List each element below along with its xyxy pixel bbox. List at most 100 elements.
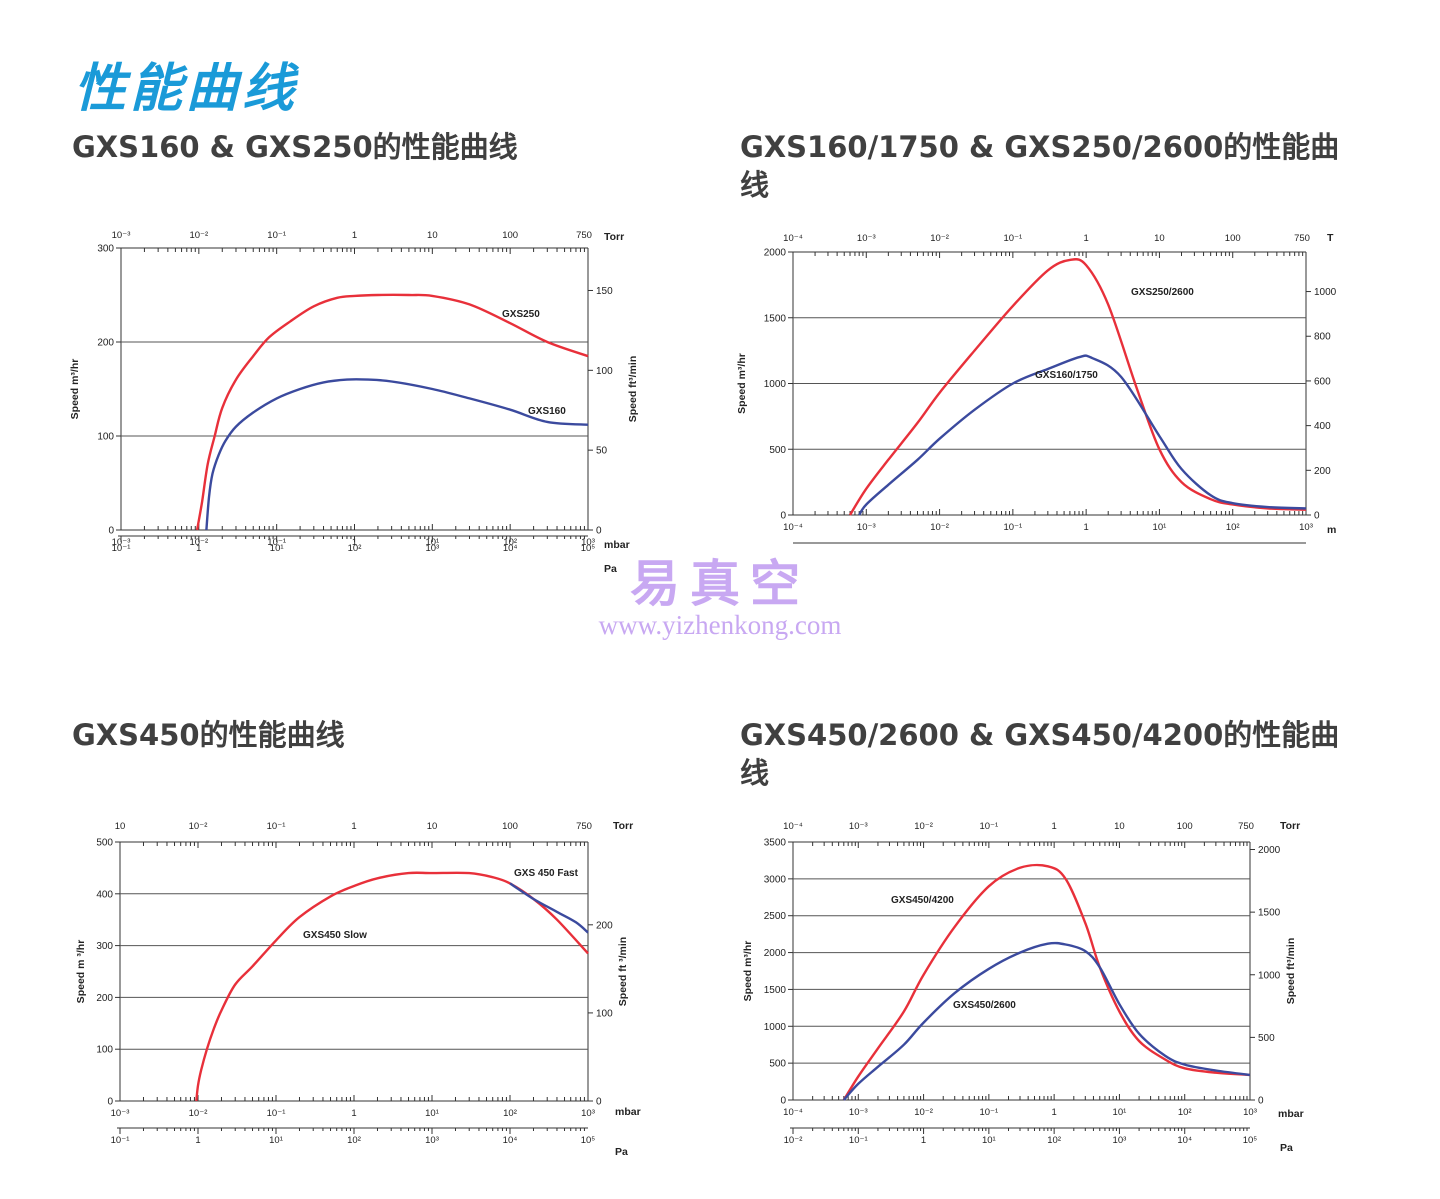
series-line-gxs160 bbox=[205, 378, 589, 531]
torr-tick-label: 100 bbox=[502, 821, 518, 832]
y-tick-label: 200 bbox=[97, 338, 114, 349]
y2-tick-label: 50 bbox=[596, 446, 608, 457]
watermark-url: www.yizhenkong.com bbox=[598, 610, 842, 640]
torr-axis-label: Torr bbox=[604, 231, 624, 243]
section-title-2: GXS160/1750 & GXS250/2600的性能曲线 bbox=[740, 130, 1340, 202]
x-tick-label: 10⁻³ bbox=[849, 1107, 868, 1118]
x-tick-label: 10² bbox=[1226, 522, 1240, 533]
y2-tick-label: 1000 bbox=[1314, 287, 1337, 298]
series-label: GXS 450 Fast bbox=[514, 868, 579, 879]
y2-axis-label: Speed ft³/min bbox=[1285, 938, 1297, 1005]
torr-tick-label: 750 bbox=[1294, 233, 1310, 244]
torr-tick-label: 10⁻¹ bbox=[267, 230, 286, 241]
torr-tick-label: 10⁻² bbox=[930, 233, 949, 244]
torr-tick-label: 10 bbox=[115, 821, 126, 832]
torr-tick-label: 10⁻¹ bbox=[979, 821, 998, 832]
x-tick-label: 10⁻² bbox=[189, 1108, 208, 1119]
pa-tick-label: 10⁻² bbox=[784, 1135, 803, 1146]
series-label: GXS250/2600 bbox=[1131, 287, 1194, 298]
torr-axis-label: T bbox=[1327, 232, 1334, 244]
y-tick-label: 300 bbox=[96, 941, 113, 952]
series-label: GXS450 Slow bbox=[303, 930, 367, 941]
torr-tick-label: 10 bbox=[1154, 233, 1165, 244]
x-tick-label: 10⁻¹ bbox=[1003, 522, 1022, 533]
x-tick-label: 10¹ bbox=[1153, 522, 1167, 533]
x-tick-label: 1 bbox=[351, 1108, 356, 1119]
section-title-1: GXS160 & GXS250的性能曲线 bbox=[72, 130, 518, 164]
pa-tick-label: 10¹ bbox=[269, 1135, 283, 1146]
y2-tick-label: 1500 bbox=[1258, 908, 1281, 919]
x-tick-label: 1 bbox=[1051, 1107, 1056, 1118]
series-label: GXS450/2600 bbox=[953, 1000, 1016, 1011]
x-axis-label: m bbox=[1327, 524, 1336, 536]
pa-tick-label: 10⁴ bbox=[503, 543, 518, 554]
torr-tick-label: 10⁻⁴ bbox=[783, 821, 803, 832]
y-tick-label: 100 bbox=[96, 1045, 113, 1056]
torr-tick-label: 750 bbox=[576, 821, 592, 832]
torr-tick-label: 100 bbox=[502, 230, 518, 241]
torr-tick-label: 10⁻² bbox=[189, 821, 208, 832]
y-tick-label: 1000 bbox=[764, 1022, 787, 1033]
x-tick-label: 10¹ bbox=[1113, 1107, 1127, 1118]
series-line-gxs250-2600 bbox=[848, 258, 1307, 516]
pa-tick-label: 1 bbox=[196, 543, 201, 554]
pa-tick-label: 10⁵ bbox=[581, 543, 596, 554]
series-label: GXS160 bbox=[528, 406, 566, 417]
torr-tick-label: 1 bbox=[351, 821, 356, 832]
y-tick-label: 0 bbox=[780, 511, 786, 522]
torr-tick-label: 10⁻⁴ bbox=[783, 233, 803, 244]
pa-tick-label: 10⁻¹ bbox=[849, 1135, 868, 1146]
x-tick-label: 10¹ bbox=[425, 537, 439, 548]
y-tick-label: 500 bbox=[96, 838, 113, 849]
pa-tick-label: 10⁻¹ bbox=[111, 1135, 130, 1146]
watermark: 易真空 www.yizhenkong.com bbox=[570, 554, 870, 641]
y-tick-label: 2500 bbox=[764, 911, 787, 922]
torr-tick-label: 750 bbox=[576, 230, 592, 241]
y2-tick-label: 800 bbox=[1314, 332, 1331, 343]
x-tick-label: 10⁻³ bbox=[857, 522, 876, 533]
y-tick-label: 200 bbox=[96, 993, 113, 1004]
torr-axis-label: Torr bbox=[1280, 820, 1300, 832]
y-tick-label: 0 bbox=[780, 1096, 786, 1107]
pa-tick-label: 10⁵ bbox=[581, 1135, 596, 1146]
y-tick-label: 400 bbox=[96, 889, 113, 900]
series-line-gxs160-1750 bbox=[858, 354, 1307, 516]
y-tick-label: 100 bbox=[97, 432, 114, 443]
x-tick-label: 10² bbox=[1178, 1107, 1192, 1118]
y-axis-label: Speed m ³/hr bbox=[75, 940, 87, 1004]
watermark-text: 易真空 bbox=[630, 554, 810, 613]
series-label: GXS160/1750 bbox=[1035, 370, 1098, 381]
series-line-gxs-450-fast bbox=[509, 882, 589, 934]
y-tick-label: 1000 bbox=[764, 379, 787, 390]
x-tick-label: 10² bbox=[503, 537, 517, 548]
torr-tick-label: 100 bbox=[1225, 233, 1241, 244]
series-line-gxs250 bbox=[195, 293, 589, 531]
torr-tick-label: 100 bbox=[1177, 821, 1193, 832]
torr-tick-label: 10⁻³ bbox=[849, 821, 868, 832]
torr-tick-label: 1 bbox=[352, 230, 357, 241]
series-line-gxs450-2600 bbox=[842, 941, 1251, 1101]
torr-tick-label: 750 bbox=[1238, 821, 1254, 832]
section-title-3: GXS450的性能曲线 bbox=[72, 718, 345, 752]
x-tick-label: 1 bbox=[352, 537, 357, 548]
x-tick-label: 10⁻³ bbox=[112, 537, 131, 548]
y-tick-label: 500 bbox=[769, 1059, 786, 1070]
y-tick-label: 2000 bbox=[764, 248, 787, 259]
pa-axis-label: Pa bbox=[604, 563, 617, 575]
pa-tick-label: 10¹ bbox=[270, 543, 284, 554]
y2-tick-label: 0 bbox=[1258, 1096, 1264, 1107]
x-tick-label: 1 bbox=[1083, 522, 1088, 533]
x-tick-label: 10⁻² bbox=[914, 1107, 933, 1118]
pa-tick-label: 10² bbox=[348, 543, 362, 554]
y2-tick-label: 0 bbox=[596, 1097, 602, 1108]
pa-axis-label: Pa bbox=[615, 1146, 628, 1158]
y2-tick-label: 200 bbox=[1314, 466, 1331, 477]
x-tick-label: 10³ bbox=[1299, 522, 1313, 533]
x-tick-label: 10¹ bbox=[425, 1108, 439, 1119]
y2-tick-label: 100 bbox=[596, 366, 613, 377]
series-line-gxs450-4200 bbox=[842, 863, 1251, 1101]
x-tick-label: 10⁻³ bbox=[111, 1108, 130, 1119]
